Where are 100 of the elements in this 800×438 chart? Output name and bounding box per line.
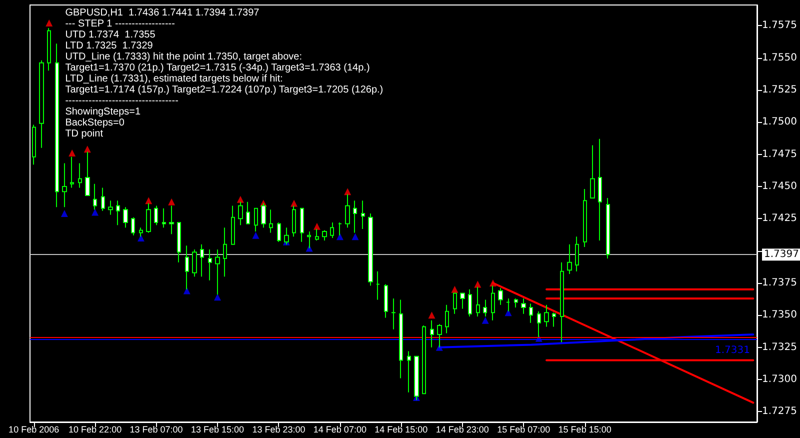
candlestick <box>269 209 273 234</box>
candlestick <box>483 299 487 317</box>
candlestick <box>391 298 396 330</box>
point <box>451 286 458 293</box>
candlestick <box>575 236 579 272</box>
candlestick <box>552 312 556 328</box>
y-tick-label: 1.7300 <box>762 374 797 386</box>
y-tick-label: 1.7575 <box>762 20 797 32</box>
point <box>214 294 221 301</box>
candlestick <box>108 200 113 216</box>
annotation: ---------------------------------- <box>65 96 178 106</box>
point <box>482 316 489 324</box>
point <box>352 233 359 240</box>
candlestick <box>223 227 227 278</box>
annotation: UTD_Line (1.7333) hit the point 1.7350, target above: <box>65 52 302 62</box>
candlestick <box>590 144 595 199</box>
candlestick <box>300 208 304 242</box>
x-tick-label: 10 Feb 22:00 <box>68 424 122 434</box>
ref-line-label: 1.7331 <box>715 345 750 356</box>
candlestick <box>47 28 51 72</box>
x-tick-label: 14 Feb 07:00 <box>313 424 366 434</box>
candlestick <box>322 230 327 242</box>
x-tick-label: 14 Feb 23:00 <box>436 424 489 434</box>
candlestick <box>78 162 82 188</box>
y-tick-label: 1.7450 <box>762 180 797 192</box>
candlestick <box>583 188 587 248</box>
candlestick <box>430 320 434 348</box>
point <box>290 200 298 207</box>
x-tick-label: 15 Feb 07:00 <box>497 424 550 434</box>
chart-title: GBPUSD,H1 1.7436 1.7441 1.7394 1.7397 <box>65 8 260 18</box>
candlestick <box>277 222 281 242</box>
y-tick-label: 1.7525 <box>762 84 797 96</box>
candlestick <box>422 324 426 394</box>
point <box>68 150 76 157</box>
annotation: LTD 1.7325 1.7329 <box>65 40 154 52</box>
y-tick-label: 1.7475 <box>762 148 797 160</box>
point <box>236 196 244 203</box>
candlestick <box>55 43 59 208</box>
candlestick <box>361 200 365 230</box>
candlestick <box>407 350 411 393</box>
candlestick <box>606 198 610 260</box>
y-tick-label: 1.7425 <box>762 213 797 224</box>
candlestick <box>200 244 204 278</box>
point <box>252 232 260 239</box>
annotation: --- STEP 1 ------------------ <box>65 18 175 30</box>
annotation: UTD 1.7374 1.7355 <box>65 30 156 40</box>
x-tick-label: 13 Feb 07:00 <box>130 424 183 434</box>
candlestick <box>177 222 181 263</box>
annotation: Target1=1.7174 (157p.) Target2=1.7224 (107p.) Target3=1.7205 (126p.) <box>65 84 384 96</box>
candlestick <box>560 262 564 343</box>
y-tick-label: 1.7325 <box>762 342 797 353</box>
y-tick-label: 1.7350 <box>762 310 797 321</box>
point <box>137 234 144 242</box>
annotation: LTD_Line (1.7331), estimated targets below if hit: <box>65 74 283 84</box>
candlestick <box>131 216 135 236</box>
candlestick <box>116 200 120 226</box>
candlestick <box>154 205 158 226</box>
candlestick <box>460 292 465 310</box>
candlestick <box>368 213 373 286</box>
candlestick <box>32 124 36 166</box>
candlestick <box>169 205 174 235</box>
point <box>504 309 512 316</box>
candlestick <box>62 162 67 208</box>
candlestick <box>376 270 380 300</box>
point <box>92 208 99 216</box>
candlestick <box>330 222 334 238</box>
candlestick <box>384 284 388 318</box>
candlestick <box>208 249 212 281</box>
x-tick-label: 13 Feb 23:00 <box>252 424 306 434</box>
candlestick <box>445 304 449 334</box>
point <box>168 198 176 206</box>
x-tick-label: 15 Feb 15:00 <box>558 424 612 434</box>
y-tick-label: 1.7550 <box>762 52 797 64</box>
annotation: TD point <box>65 128 104 140</box>
candlestick <box>453 292 457 314</box>
annotation: Target1=1.7370 (21p.) Target2=1.7315 (-34p.) Target3=1.7363 (14p.) <box>65 62 370 74</box>
candlestick <box>162 208 166 228</box>
point <box>60 210 68 217</box>
y-tick-label: 1.7275 <box>762 406 797 418</box>
candlestick <box>231 205 235 245</box>
point <box>489 280 496 286</box>
candlestick <box>544 304 549 328</box>
annotation: BackSteps=0 <box>65 118 125 128</box>
point <box>313 222 320 230</box>
candlestick <box>598 138 602 242</box>
candlestick <box>498 288 503 306</box>
y-tick-label: 1.7500 <box>762 116 797 128</box>
annotation: ShowingSteps=1 <box>65 106 141 118</box>
candlestick <box>521 298 526 314</box>
candlestick <box>192 249 197 278</box>
x-tick-label: 10 Feb 2006 <box>8 424 60 434</box>
candlestick <box>567 244 572 274</box>
candlestick <box>529 303 533 324</box>
candlestick <box>353 200 357 234</box>
point <box>474 280 482 288</box>
x-tick-label: 14 Feb 15:00 <box>374 424 428 434</box>
candlestick <box>246 201 250 224</box>
candlestick <box>514 298 518 308</box>
candlestick <box>468 288 472 317</box>
candlestick <box>39 60 44 148</box>
